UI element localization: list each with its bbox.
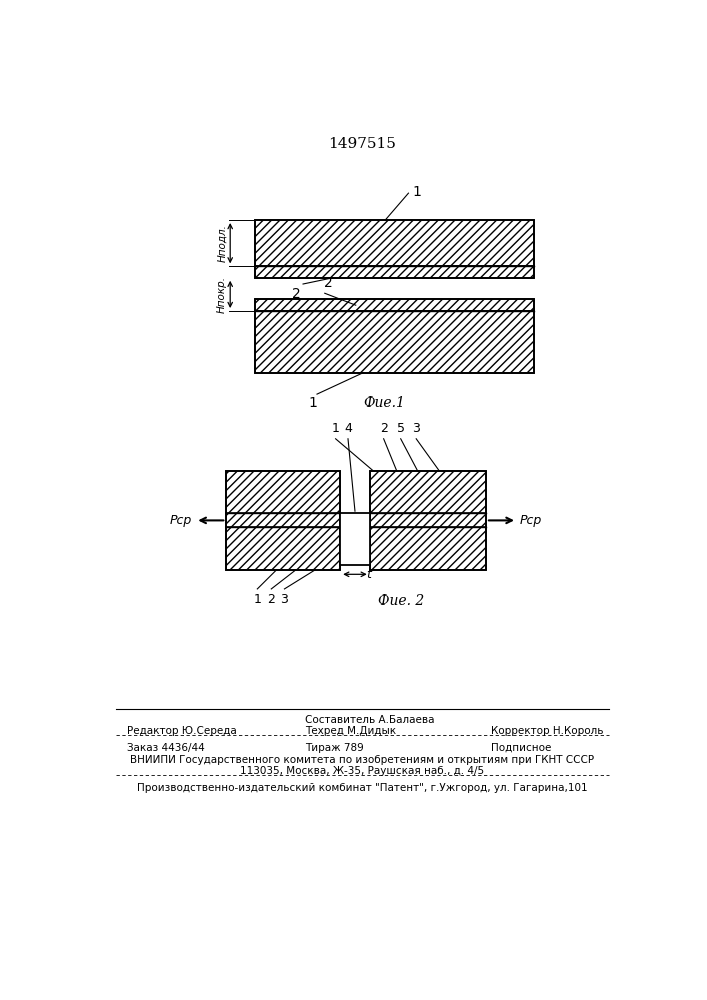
Bar bbox=[255, 266, 534, 278]
Text: Тираж 789: Тираж 789 bbox=[305, 743, 364, 753]
Bar bbox=[255, 220, 534, 266]
Text: 2: 2 bbox=[325, 276, 333, 290]
Bar bbox=[340, 513, 370, 565]
Text: 113035, Москва, Ж-35, Раушская наб., д. 4/5: 113035, Москва, Ж-35, Раушская наб., д. … bbox=[240, 766, 484, 776]
Text: Фие. 2: Фие. 2 bbox=[378, 594, 424, 608]
Text: Pср: Pср bbox=[520, 514, 542, 527]
Text: Hподл.: Hподл. bbox=[217, 224, 227, 262]
Text: Hпокр.: Hпокр. bbox=[217, 276, 227, 313]
Text: Техред М.Дидык: Техред М.Дидык bbox=[305, 726, 397, 736]
Text: 2: 2 bbox=[380, 422, 387, 435]
Text: 3: 3 bbox=[281, 593, 288, 606]
Text: 2: 2 bbox=[293, 287, 301, 301]
Text: 1: 1 bbox=[253, 593, 262, 606]
Bar bbox=[370, 471, 486, 570]
Bar bbox=[370, 471, 486, 513]
Bar bbox=[226, 527, 340, 570]
Bar bbox=[226, 471, 340, 570]
Text: Производственно-издательский комбинат "Патент", г.Ужгород, ул. Гагарина,101: Производственно-издательский комбинат "П… bbox=[136, 783, 588, 793]
Text: Корректор Н.Король: Корректор Н.Король bbox=[491, 726, 604, 736]
Bar bbox=[255, 311, 534, 373]
Text: Составитель А.Балаева: Составитель А.Балаева bbox=[305, 715, 435, 725]
Text: 1: 1 bbox=[332, 422, 339, 435]
Bar bbox=[370, 513, 486, 527]
Text: 5: 5 bbox=[397, 422, 404, 435]
Text: t: t bbox=[366, 568, 370, 581]
Bar bbox=[226, 513, 340, 527]
Bar bbox=[255, 220, 534, 278]
Text: 1: 1 bbox=[412, 185, 421, 199]
Text: Pср: Pср bbox=[170, 514, 192, 527]
Text: 1497515: 1497515 bbox=[328, 137, 396, 151]
Text: Фие.1: Фие.1 bbox=[363, 396, 405, 410]
Bar bbox=[255, 299, 534, 311]
Text: 1: 1 bbox=[309, 396, 317, 410]
Text: Редактор Ю.Середа: Редактор Ю.Середа bbox=[127, 726, 237, 736]
Text: ВНИИПИ Государственного комитета по изобретениям и открытиям при ГКНТ СССР: ВНИИПИ Государственного комитета по изоб… bbox=[130, 755, 594, 765]
Text: 4: 4 bbox=[344, 422, 352, 435]
Bar bbox=[226, 471, 340, 513]
Text: Подписное: Подписное bbox=[491, 743, 551, 753]
Bar bbox=[255, 299, 534, 373]
Text: 3: 3 bbox=[412, 422, 420, 435]
Text: Заказ 4436/44: Заказ 4436/44 bbox=[127, 743, 205, 753]
Text: 2: 2 bbox=[267, 593, 275, 606]
Bar bbox=[370, 527, 486, 570]
